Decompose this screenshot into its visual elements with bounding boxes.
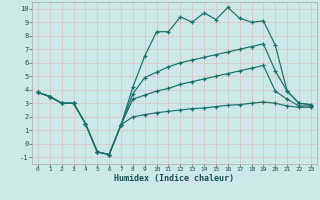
X-axis label: Humidex (Indice chaleur): Humidex (Indice chaleur) bbox=[115, 174, 234, 183]
